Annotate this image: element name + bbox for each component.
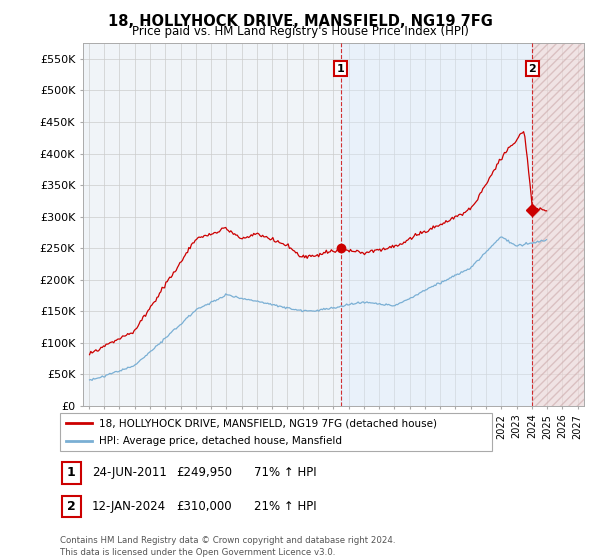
Text: 71% ↑ HPI: 71% ↑ HPI bbox=[254, 466, 316, 479]
Text: 24-JUN-2011: 24-JUN-2011 bbox=[92, 466, 167, 479]
Text: 1: 1 bbox=[337, 63, 344, 73]
FancyBboxPatch shape bbox=[60, 413, 492, 451]
Text: 2: 2 bbox=[67, 500, 76, 513]
Bar bbox=[532, 43, 600, 406]
Text: 18, HOLLYHOCK DRIVE, MANSFIELD, NG19 7FG: 18, HOLLYHOCK DRIVE, MANSFIELD, NG19 7FG bbox=[107, 14, 493, 29]
Text: 2: 2 bbox=[529, 63, 536, 73]
Text: 21% ↑ HPI: 21% ↑ HPI bbox=[254, 500, 316, 513]
Text: Price paid vs. HM Land Registry's House Price Index (HPI): Price paid vs. HM Land Registry's House … bbox=[131, 25, 469, 38]
Text: 18, HOLLYHOCK DRIVE, MANSFIELD, NG19 7FG (detached house): 18, HOLLYHOCK DRIVE, MANSFIELD, NG19 7FG… bbox=[99, 418, 437, 428]
FancyBboxPatch shape bbox=[62, 496, 81, 517]
Text: Contains HM Land Registry data © Crown copyright and database right 2024.
This d: Contains HM Land Registry data © Crown c… bbox=[60, 536, 395, 557]
Text: HPI: Average price, detached house, Mansfield: HPI: Average price, detached house, Mans… bbox=[99, 436, 342, 446]
Text: £310,000: £310,000 bbox=[176, 500, 232, 513]
Bar bbox=[341, 43, 532, 406]
FancyBboxPatch shape bbox=[62, 463, 81, 483]
Text: £249,950: £249,950 bbox=[176, 466, 232, 479]
Text: 1: 1 bbox=[67, 466, 76, 479]
Text: 12-JAN-2024: 12-JAN-2024 bbox=[92, 500, 166, 513]
